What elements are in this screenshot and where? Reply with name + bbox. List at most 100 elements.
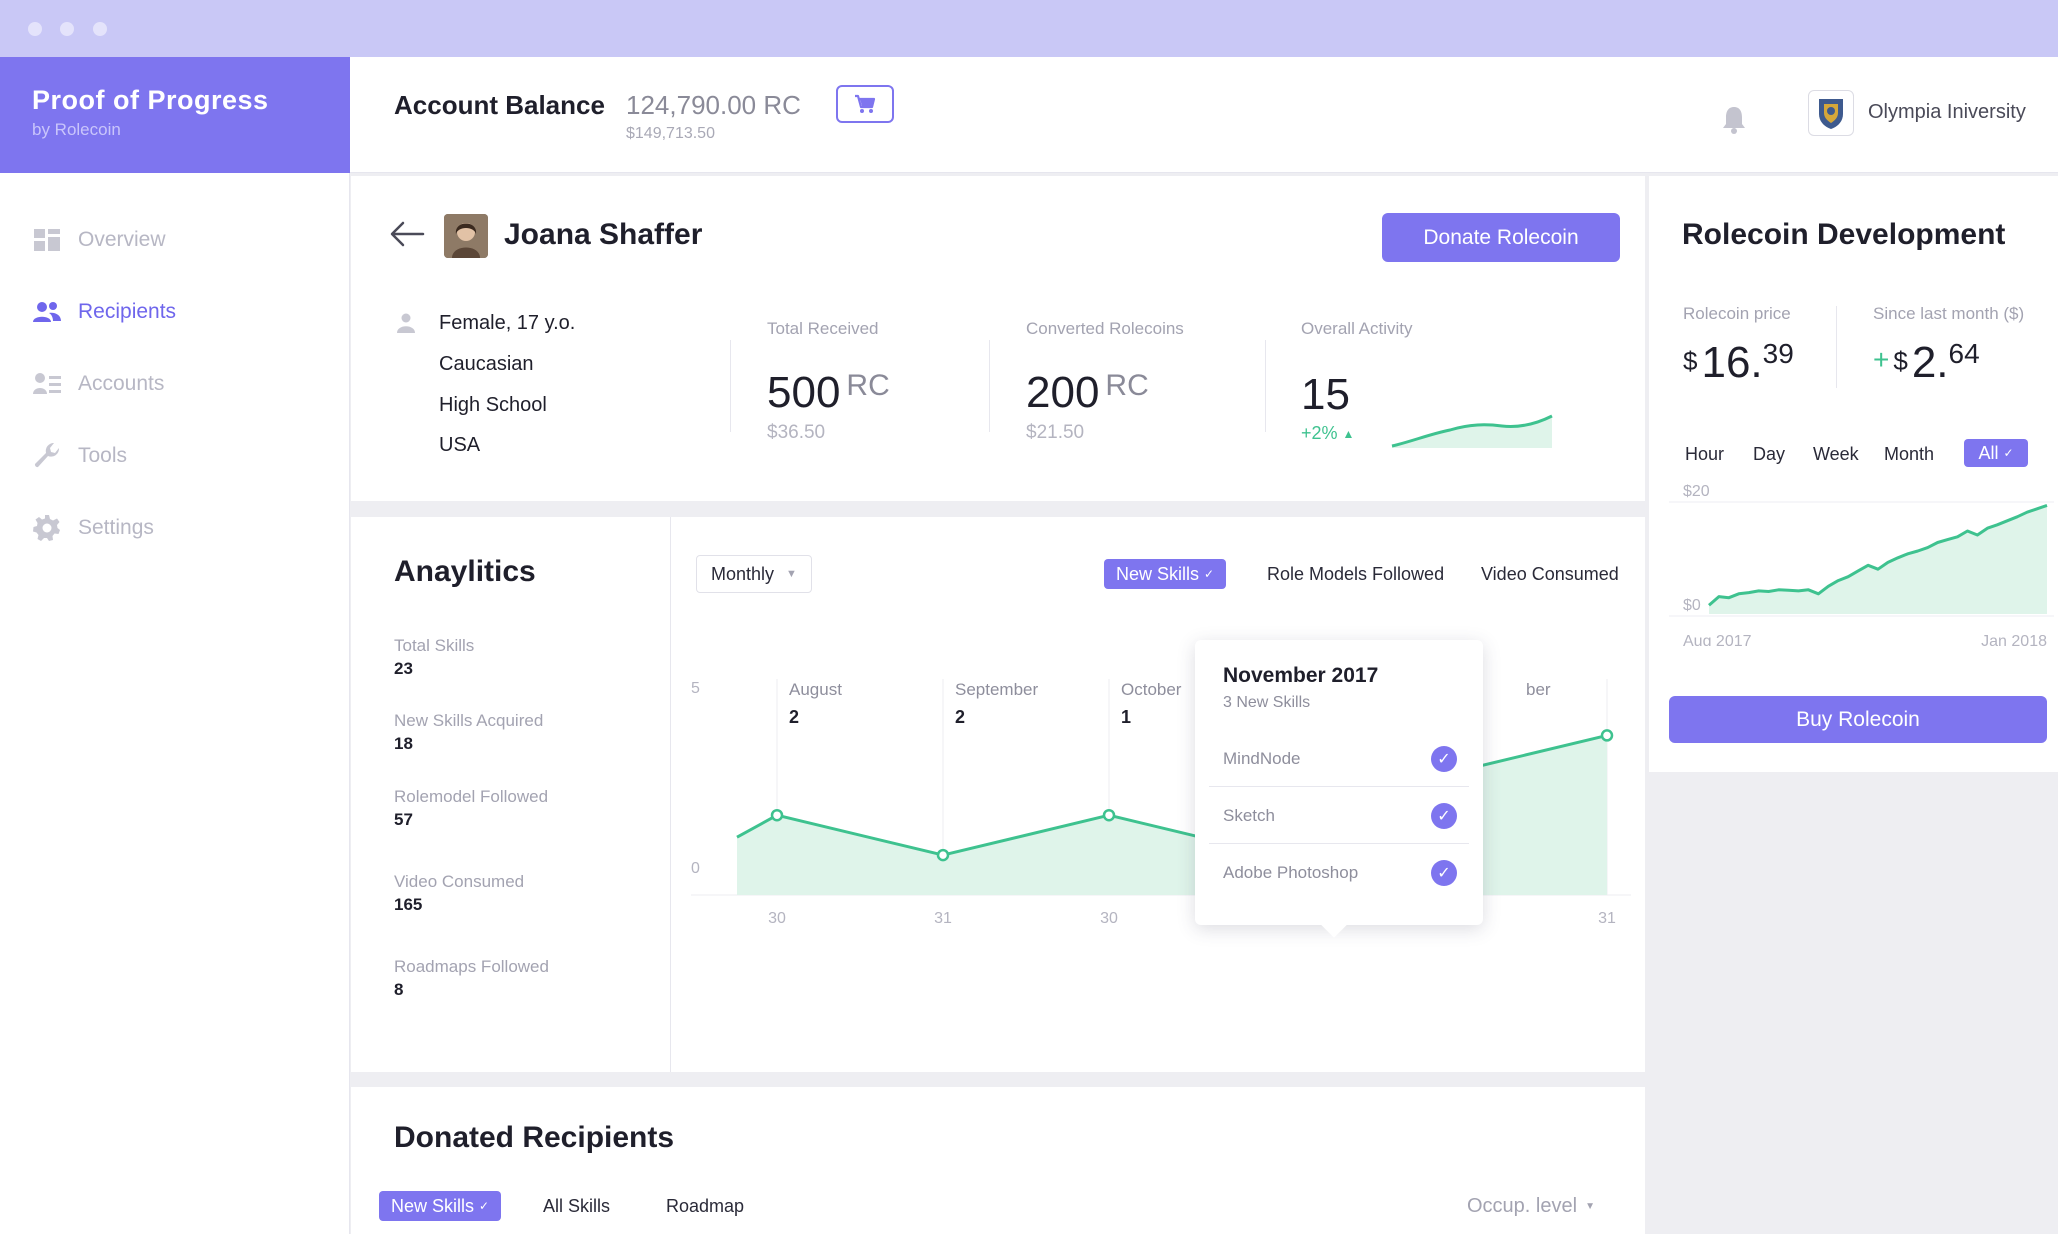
- gear-icon: [32, 513, 62, 543]
- chevron-down-icon: ▼: [786, 568, 797, 580]
- checkmark-icon: ✓: [1431, 802, 1457, 829]
- metric-value: 18: [394, 734, 413, 753]
- brand-name: Proof of Progress: [32, 85, 269, 115]
- dashboard-icon: [32, 225, 62, 255]
- detail-education: High School: [439, 394, 547, 416]
- sidebar-item-accounts[interactable]: Accounts: [32, 364, 164, 404]
- change-value: + $ 2. 64: [1873, 338, 1980, 388]
- wrench-icon: [32, 441, 62, 471]
- total-received-label: Total Received: [767, 319, 879, 338]
- data-point: [936, 848, 950, 862]
- converted-label: Converted Rolecoins: [1026, 319, 1184, 338]
- tab-video-consumed[interactable]: Video Consumed: [1481, 564, 1619, 584]
- cart-icon: [855, 94, 876, 113]
- metric-value: 8: [394, 980, 404, 999]
- skill-item-mindnode[interactable]: MindNode ✓: [1209, 730, 1471, 787]
- org-avatar[interactable]: [1808, 90, 1854, 136]
- recipient-avatar: [444, 214, 488, 258]
- month-label: October: [1121, 680, 1182, 699]
- tab-role-models[interactable]: Role Models Followed: [1267, 564, 1445, 584]
- chevron-down-icon: ▼: [1585, 1201, 1595, 1212]
- profile-card: Joana Shaffer Donate Rolecoin Female, 17…: [351, 176, 1645, 501]
- skill-item-sketch[interactable]: Sketch ✓: [1209, 787, 1471, 844]
- minimize-window-dot[interactable]: [60, 22, 74, 36]
- detail-country: USA: [439, 434, 481, 456]
- donated-tab-roadmap[interactable]: Roadmap: [666, 1196, 745, 1216]
- cart-button[interactable]: [836, 85, 894, 123]
- skill-label: Adobe Photoshop: [1223, 862, 1359, 882]
- range-hour[interactable]: Hour: [1685, 444, 1725, 464]
- check-icon: ✓: [478, 1199, 490, 1213]
- buy-rolecoin-button[interactable]: Buy Rolecoin: [1669, 696, 2047, 743]
- sort-label: Occup. level: [1467, 1195, 1578, 1217]
- sidebar-item-recipients[interactable]: Recipients: [32, 292, 176, 332]
- donated-tab-all-skills[interactable]: All Skills: [543, 1196, 611, 1216]
- month-label: August: [789, 680, 842, 699]
- tooltip-subtitle: 3 New Skills: [1223, 694, 1311, 711]
- back-arrow-icon[interactable]: [389, 220, 425, 248]
- top-bar: Account Balance 124,790.00 RC $149,713.5…: [350, 57, 2058, 173]
- detail-ethnicity: Caucasian: [439, 353, 534, 375]
- month-value: 2: [789, 707, 799, 727]
- sidebar-item-label: Accounts: [78, 372, 165, 395]
- activity-change: +2% ▲: [1301, 423, 1354, 444]
- sidebar-item-overview[interactable]: Overview: [32, 220, 166, 260]
- period-select-value: Monthly: [711, 563, 775, 584]
- check-icon: ✓: [1203, 567, 1215, 581]
- price-value: $ 16. 39: [1683, 338, 1794, 388]
- metric-label: Rolemodel Followed: [394, 787, 549, 806]
- change-label: Since last month ($): [1873, 304, 2025, 323]
- total-received-value: 500 RC: [767, 368, 890, 418]
- month-label: September: [955, 680, 1038, 699]
- total-received-usd: $36.50: [767, 422, 826, 443]
- activity-value: 15: [1301, 370, 1350, 419]
- metric-label: New Skills Acquired: [394, 711, 544, 730]
- analytics-card: Anaylitics Total Skills 23 New Skills Ac…: [351, 517, 1645, 1072]
- y-tick-label: 0: [691, 860, 700, 877]
- skill-item-photoshop[interactable]: Adobe Photoshop ✓: [1209, 844, 1471, 901]
- window-titlebar: [0, 0, 2058, 57]
- analytics-title: Anaylitics: [394, 555, 536, 588]
- sort-select[interactable]: Occup. level ▼: [1467, 1195, 1595, 1218]
- donate-rolecoin-button[interactable]: Donate Rolecoin: [1382, 213, 1620, 262]
- price-line: [1708, 503, 2048, 607]
- donated-tab-new-skills[interactable]: New Skills ✓: [379, 1191, 501, 1221]
- metric-label: Video Consumed: [394, 872, 525, 891]
- price-main: 16.: [1701, 338, 1763, 387]
- brand-panel: Proof of Progress by Rolecoin: [0, 57, 350, 173]
- range-all[interactable]: All ✓: [1964, 439, 2028, 467]
- tooltip-title: November 2017: [1223, 664, 1379, 687]
- sidebar-item-label: Overview: [78, 228, 166, 251]
- x-tick-label: 30: [768, 910, 786, 927]
- metric-value: 165: [394, 895, 423, 914]
- sidebar-item-settings[interactable]: Settings: [32, 508, 154, 548]
- data-point: [770, 808, 784, 822]
- y-tick-label: $20: [1683, 483, 1710, 500]
- period-select[interactable]: Monthly ▼: [696, 555, 812, 593]
- checkmark-icon: ✓: [1431, 745, 1457, 772]
- price-chart: $20 $0 Aug 2017 Jan 2018: [1669, 483, 2054, 646]
- range-week[interactable]: Week: [1813, 444, 1859, 464]
- org-name[interactable]: Olympia Iniversity: [1868, 101, 2026, 123]
- price-area: [1709, 505, 2047, 614]
- data-point: [1600, 729, 1614, 742]
- change-main: 2.: [1911, 338, 1949, 387]
- maximize-window-dot[interactable]: [93, 22, 107, 36]
- range-label: All: [1978, 442, 1999, 463]
- metric-label: Total Skills: [394, 636, 475, 655]
- sidebar: Overview Recipients Accounts Tools Setti…: [0, 173, 350, 1234]
- month-value: 1: [1121, 707, 1131, 727]
- close-window-dot[interactable]: [28, 22, 42, 36]
- range-day[interactable]: Day: [1753, 444, 1786, 464]
- sidebar-item-tools[interactable]: Tools: [32, 436, 127, 476]
- tab-new-skills[interactable]: New Skills ✓: [1104, 559, 1226, 589]
- recipient-name: Joana Shaffer: [504, 218, 703, 251]
- bell-icon[interactable]: [1720, 104, 1748, 136]
- data-point: [1102, 808, 1116, 822]
- divider: [989, 340, 990, 432]
- donated-card: Donated Recipients New Skills ✓ All Skil…: [351, 1087, 1645, 1234]
- range-month[interactable]: Month: [1884, 444, 1935, 464]
- checkmark-icon: ✓: [1431, 859, 1457, 886]
- change-cents: 64: [1948, 338, 1980, 369]
- divider: [1836, 306, 1837, 388]
